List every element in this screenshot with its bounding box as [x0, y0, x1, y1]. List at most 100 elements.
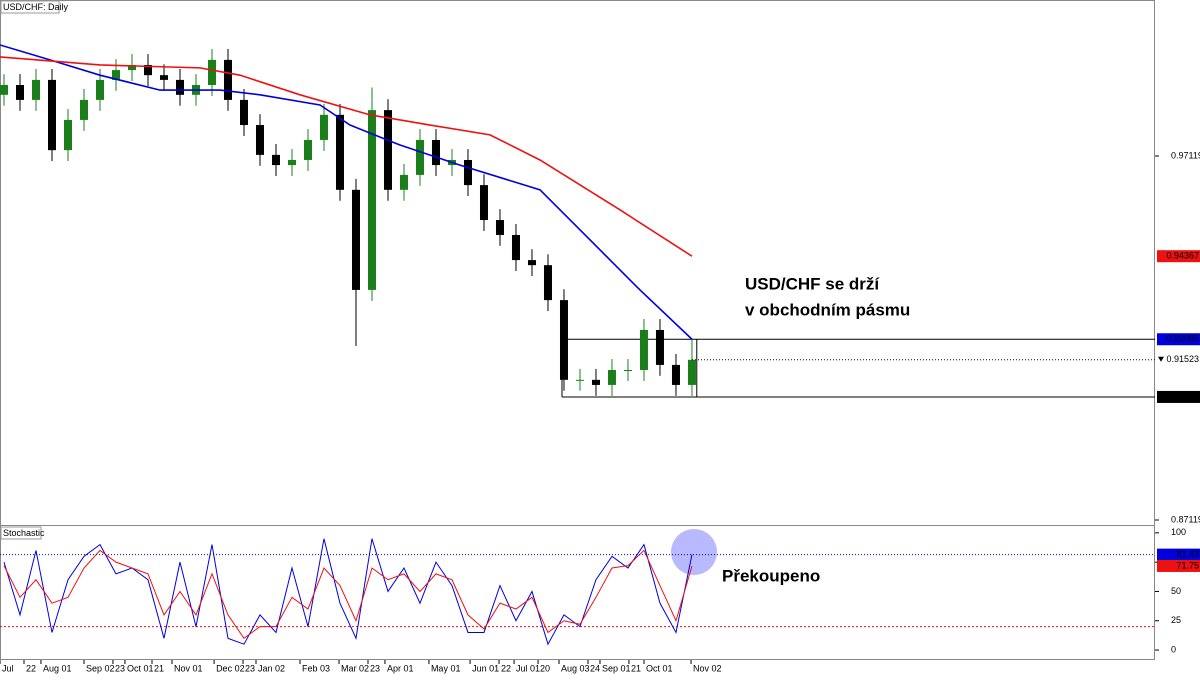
- candle-body: [399, 174, 408, 190]
- x-tick-label: Dec 02: [216, 663, 245, 673]
- price-tag: [1157, 390, 1200, 403]
- annotation: Překoupeno: [722, 566, 820, 585]
- candle-body: [335, 114, 344, 190]
- price-tag: [1157, 353, 1200, 366]
- y-tick-label: 0: [1171, 644, 1176, 654]
- title-box: [0, 526, 42, 540]
- price-tag-label: 0.94367: [1166, 251, 1199, 261]
- candle-body: [463, 159, 472, 186]
- chart-title: USD/CHF: Daily: [3, 2, 69, 12]
- x-tick-label: Oct 01: [127, 663, 154, 673]
- price-tag: [1157, 250, 1200, 263]
- price-tag-label: 0.92085: [1166, 334, 1199, 344]
- x-tick-label: Sep 01: [602, 663, 631, 673]
- y-tick-label: 25: [1171, 615, 1181, 625]
- price-tag-label: 0.91523: [1166, 354, 1199, 364]
- x-tick-label: Jun 01: [472, 663, 499, 673]
- candle-body: [543, 265, 552, 301]
- x-tick-label: Jul 01: [516, 663, 540, 673]
- x-tick-label: 23: [245, 663, 255, 673]
- candle-body: [479, 185, 488, 221]
- highlight-circle: [671, 529, 717, 575]
- moving-average: [0, 44, 693, 340]
- candle-body: [287, 159, 296, 166]
- panel-title: Stochastic: [3, 528, 45, 538]
- x-tick-label: 22: [501, 663, 511, 673]
- candle-body: [127, 64, 136, 71]
- annotation: v obchodním pásmu: [745, 300, 910, 319]
- candle-body: [111, 70, 120, 80]
- candle-body: [319, 114, 328, 140]
- y-tick-label: 0.87119: [1171, 514, 1200, 524]
- title-box: [0, 0, 60, 14]
- x-tick-label: Jan 02: [258, 663, 285, 673]
- x-tick-label: Jul: [2, 663, 14, 673]
- x-tick-label: Nov 01: [174, 663, 203, 673]
- y-tick-label: 50: [1171, 586, 1181, 596]
- x-tick-label: Aug 01: [43, 663, 72, 673]
- price-tag: [1157, 559, 1200, 572]
- oscillator-line: [3, 538, 693, 646]
- y-tick-label: 0.97119: [1171, 150, 1200, 160]
- x-tick-label: 24: [590, 663, 600, 673]
- candle-body: [559, 300, 568, 380]
- x-tick-label: 23: [370, 663, 380, 673]
- candle-body: [639, 329, 648, 371]
- candle-body: [159, 75, 168, 80]
- candle-body: [79, 99, 88, 120]
- candle-body: [383, 110, 392, 190]
- moving-average: [0, 56, 693, 257]
- candle-body: [351, 189, 360, 290]
- candle-body: [303, 139, 312, 160]
- x-tick-label: Mar 02: [341, 663, 369, 673]
- candle-body: [175, 79, 184, 95]
- x-tick-label: Apr 01: [387, 663, 414, 673]
- price-tag-label: 0.90500: [1166, 391, 1199, 401]
- candle-body: [207, 59, 216, 85]
- oscillator-line: [3, 549, 693, 640]
- x-tick-label: 23: [115, 663, 125, 673]
- frame: [0, 0, 1155, 660]
- price-tag-label: 71.75: [1176, 560, 1199, 570]
- price-tag: [1157, 333, 1200, 346]
- x-tick-label: May 01: [431, 663, 461, 673]
- annotation: USD/CHF se drží: [745, 274, 880, 293]
- candle-body: [623, 370, 632, 372]
- candle-body: [687, 359, 696, 385]
- candle-body: [655, 329, 664, 365]
- candle-body: [591, 379, 600, 385]
- candle-body: [31, 79, 40, 100]
- candle-body: [15, 84, 24, 100]
- x-tick-label: Oct 01: [646, 663, 673, 673]
- x-tick-label: 20: [540, 663, 550, 673]
- price-marker: [1158, 356, 1164, 362]
- x-tick-label: 21: [154, 663, 164, 673]
- y-tick-label: 100: [1171, 527, 1186, 537]
- candle-body: [143, 64, 152, 76]
- candle-body: [527, 260, 536, 266]
- candle-body: [431, 139, 440, 166]
- price-tag-label: 81.43: [1176, 549, 1199, 559]
- candle-body: [47, 79, 56, 151]
- x-tick-label: 21: [631, 663, 641, 673]
- candle-body: [495, 220, 504, 235]
- candle-body: [255, 125, 264, 155]
- price-tag: [1157, 548, 1200, 561]
- candle-body: [575, 379, 584, 381]
- candle-body: [223, 59, 232, 100]
- x-tick-label: Feb 03: [302, 663, 330, 673]
- candle-body: [239, 99, 248, 126]
- candle-body: [95, 79, 104, 100]
- candle-body: [367, 110, 376, 290]
- x-tick-label: 22: [26, 663, 36, 673]
- candle-body: [511, 234, 520, 261]
- candle-body: [271, 154, 280, 166]
- candle-body: [0, 84, 8, 95]
- x-tick-label: Sep 02: [86, 663, 115, 673]
- candle-body: [415, 139, 424, 175]
- candle-body: [671, 364, 680, 385]
- x-tick-label: Aug 03: [561, 663, 590, 673]
- candle-body: [607, 370, 616, 385]
- x-tick-label: Nov 02: [693, 663, 722, 673]
